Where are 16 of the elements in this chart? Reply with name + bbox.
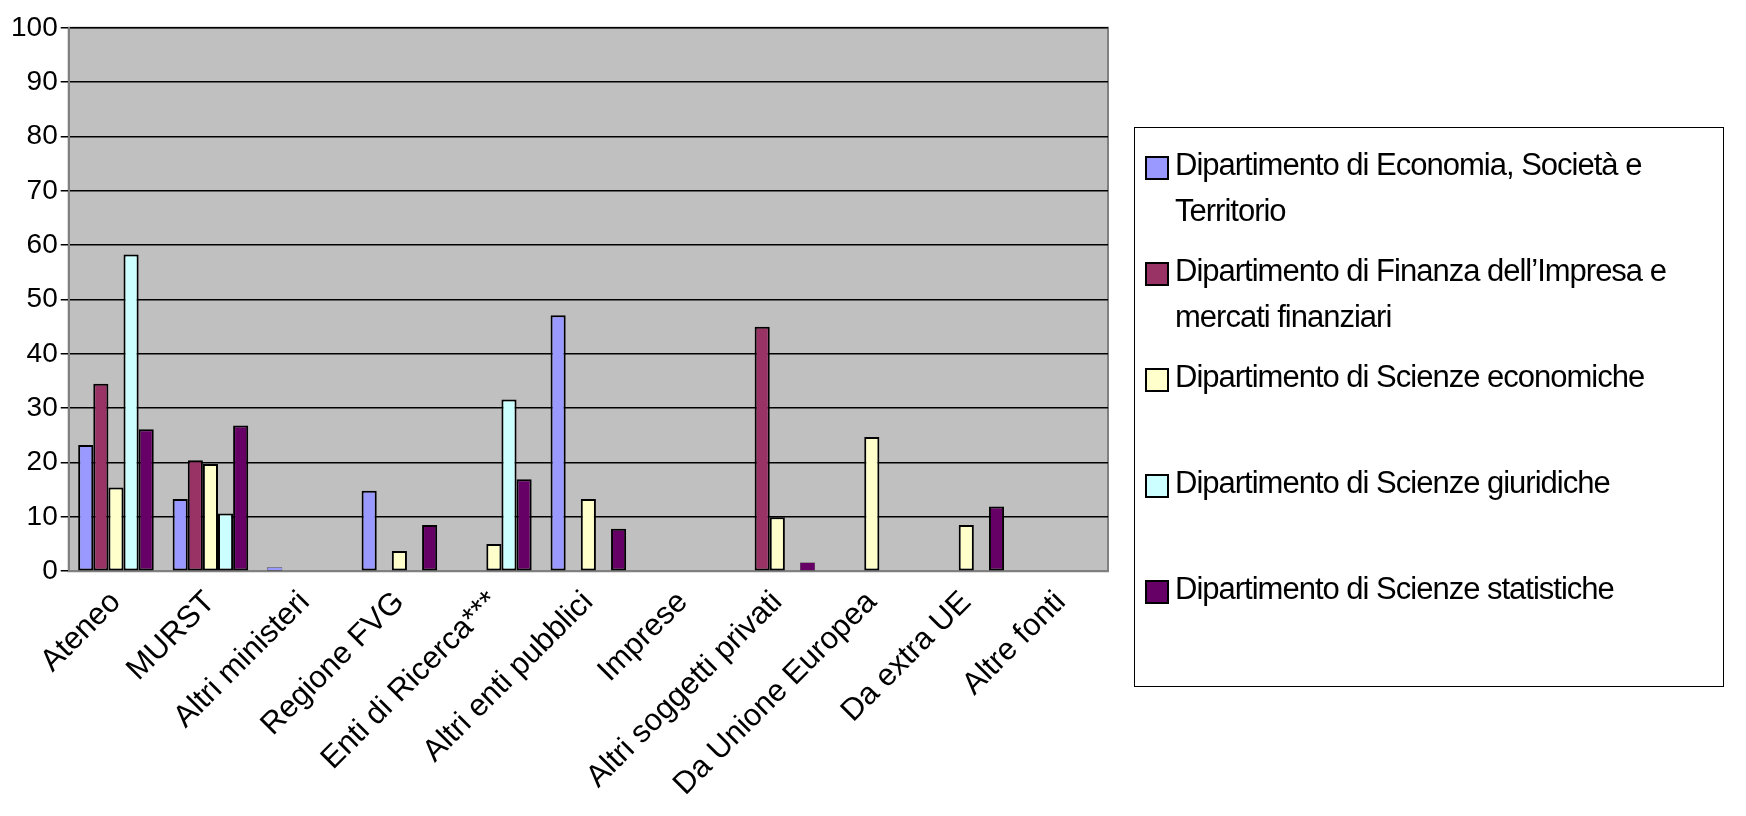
legend-label: Dipartimento di Scienze giuridiche	[1175, 464, 1610, 502]
legend-label: Dipartimento di Scienze economiche	[1175, 358, 1645, 396]
legend-label: Dipartimento di Scienze statistiche	[1175, 570, 1614, 608]
y-tick-label: 60	[26, 227, 58, 259]
y-tick-label: 0	[42, 553, 58, 585]
y-tick-label: 50	[26, 282, 58, 314]
y-tick-label: 90	[26, 64, 58, 96]
y-tick-label: 30	[26, 390, 58, 422]
y-tick-label: 80	[26, 119, 58, 151]
y-tick-label: 40	[26, 336, 58, 368]
y-tick-label: 70	[26, 173, 58, 205]
legend-label: Dipartimento di Finanza dell’Impresa e mercati finanziari	[1175, 252, 1667, 336]
legend-label: Dipartimento di Economia, Società e Territorio	[1175, 146, 1643, 230]
y-tick-label: 20	[26, 445, 58, 477]
y-tick-label: 10	[26, 499, 58, 531]
y-tick-label: 100	[11, 10, 58, 42]
